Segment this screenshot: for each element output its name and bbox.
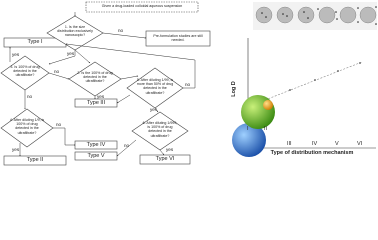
dispersion-icons [253, 2, 377, 30]
page: Given a drug-loaded colloidal aqueous su… [0, 0, 378, 167]
chart [232, 38, 376, 157]
x-tick-label: I [247, 126, 249, 132]
type-box: Type III [86, 100, 106, 106]
x-tick-label: III [287, 141, 292, 147]
drawing [0, 1, 377, 166]
type-box: Type VI [155, 156, 175, 162]
edge-label: yes [150, 107, 158, 112]
edge-label: yes [166, 147, 174, 152]
question: 5. After diluting 1/99, is more than 50%… [136, 78, 174, 95]
x-tick-label: VI [357, 141, 363, 147]
type-box: Type I [27, 39, 43, 45]
question: 2. Is the 100% of drug detected in the u… [77, 71, 113, 84]
edge-label: no [118, 28, 124, 33]
type-box: Type IV [86, 142, 106, 148]
edge-label: no [27, 94, 33, 99]
type-box: Type V [87, 153, 105, 159]
question: 6. After diluting 1/999, is 100% of drug… [142, 121, 178, 138]
edge-label: yes [12, 147, 20, 152]
x-tick-label: II [264, 126, 268, 132]
preformulation: Pre-formulation studies are still needed… [153, 34, 203, 43]
start-box: Given a drug-loaded colloidal aqueous su… [101, 4, 183, 8]
question: 4. After diluting 1/9, is 100% of drug d… [9, 118, 45, 135]
edge-label: yes [67, 51, 75, 56]
shapes [0, 1, 211, 166]
edge-label: no [56, 122, 62, 127]
x-tick-label: V [335, 141, 339, 147]
edge-label: no [124, 143, 130, 148]
y-axis-label: Log D [230, 81, 237, 97]
edge-label: yes [97, 94, 105, 99]
type-box: Type II [26, 157, 44, 163]
edge-label: no [185, 82, 191, 87]
edge-label: no [54, 69, 60, 74]
question: 3. Is 100% of drug detected in the ultra… [10, 65, 40, 78]
question: 1. Is the size distribution exclusively … [57, 25, 93, 38]
arrows [9, 12, 196, 157]
edge-label: yes [12, 52, 20, 57]
x-axis-label: Type of distribution mechanism [270, 150, 354, 156]
x-tick-label: IV [312, 141, 318, 147]
